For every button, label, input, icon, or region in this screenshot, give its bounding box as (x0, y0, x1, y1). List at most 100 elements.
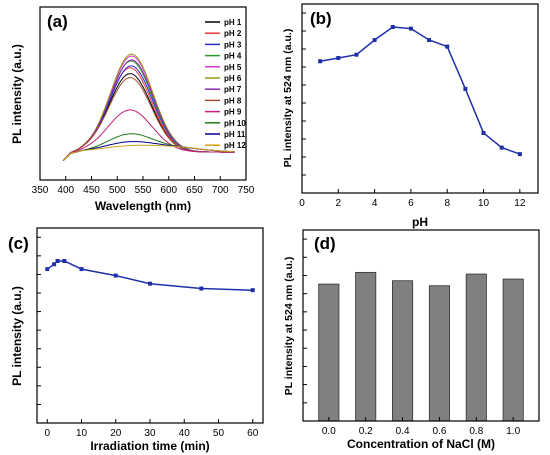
panel-c-x-tick-label: 40 (179, 428, 191, 439)
legend-label-5: pH 5 (224, 63, 242, 72)
legend-label-4: pH 4 (224, 52, 242, 61)
panel-b-xlabel: pH (412, 215, 428, 229)
panel-c-point (52, 262, 57, 267)
panel-c-x-tick-label: 30 (144, 428, 156, 439)
panel-c-point (45, 267, 50, 272)
panel-d-x-tick-label: 0.4 (396, 426, 410, 437)
panel-b-point (445, 44, 450, 49)
panel-d-x-tick-label: 0.8 (469, 426, 483, 437)
panel-c-x-tick-label: 10 (76, 428, 88, 439)
panel-b-point (318, 59, 323, 64)
nacl-bar-6 (502, 278, 524, 422)
nacl-bar-1 (318, 283, 340, 422)
panel-c-ticks: 0 10 20 30 40 50 60 (37, 236, 259, 439)
panel-b-point (463, 86, 468, 91)
panel-a-x-ticks: 350 400 450 500 550 600 650 700 750 (32, 176, 255, 196)
panel-c-x-tick-label: 60 (247, 428, 259, 439)
panel-b-x-tick-label: 12 (514, 198, 526, 209)
panel-c-point (113, 273, 118, 278)
panel-d: 0.0 0.2 0.4 0.6 0.8 1.0 (d) Concentration of … (283, 229, 540, 451)
panel-d-frame (302, 229, 540, 422)
panel-a-x-tick-label: 500 (109, 185, 126, 196)
spectrum-line-3 (62, 65, 235, 161)
panel-c-x-tick-label: 0 (44, 428, 50, 439)
panel-c-point (148, 281, 152, 286)
panel-a-x-tick-label: 350 (32, 185, 49, 196)
panel-c-point (250, 288, 255, 293)
panel-b-point (499, 145, 504, 150)
panel-b-point (408, 26, 413, 31)
panel-a-ylabel: PL intensity (a.u.) (10, 44, 24, 144)
panel-b-ticks: 0 2 4 6 8 10 12 (299, 12, 526, 209)
panel-d-ylabel: PL intensity at 524 nm (a.u.) (283, 257, 295, 396)
panel-a-x-tick-label: 600 (160, 185, 177, 196)
panel-c-point (62, 259, 67, 263)
legend-label-1: pH 1 (224, 18, 242, 27)
panel-b-marks (318, 25, 522, 157)
panel-d-x-tick-label: 1.0 (506, 426, 520, 437)
panel-c-tag: (c) (8, 234, 29, 253)
panel-b-point (336, 55, 341, 60)
panel-a-x-tick-label: 550 (135, 185, 152, 196)
panel-b-point (354, 52, 359, 57)
panel-b-tag: (b) (310, 9, 332, 28)
panel-c-x-tick-label: 20 (110, 428, 122, 439)
panel-c-ylabel: PL intensity (a.u.) (10, 286, 24, 386)
panel-b-point (481, 130, 486, 135)
panel-b-x-tick-label: 4 (372, 198, 378, 209)
panel-c-point (199, 286, 204, 291)
panel-a-tag: (a) (47, 12, 68, 31)
panel-c: 0 10 20 30 40 50 60 (c) Irradiation time (min)… (8, 227, 264, 453)
panel-a-x-tick-label: 750 (238, 185, 255, 196)
panel-d-x-tick-label: 0.6 (432, 426, 446, 437)
panel-a-xlabel: Wavelength (nm) (95, 199, 191, 213)
panel-c-xlabel: Irradiation time (min) (90, 439, 209, 453)
panel-c-point (55, 259, 60, 263)
nacl-bar-3 (392, 280, 414, 422)
spectrum-line-8 (62, 77, 235, 161)
panel-a-x-tick-label: 400 (57, 185, 74, 196)
panel-c-marks (45, 259, 255, 293)
legend-label-10: pH 10 (224, 119, 246, 128)
panel-d-x-tick-label: 0.2 (359, 426, 373, 437)
panel-b-point (427, 38, 432, 43)
legend-label-11: pH 11 (224, 130, 246, 139)
panel-c-frame (36, 227, 264, 424)
panel-a-curves (62, 53, 235, 162)
spectrum-line-10 (62, 133, 235, 162)
spectrum-line-9 (62, 109, 235, 161)
panel-a-x-tick-label: 700 (212, 185, 229, 196)
panel-b-x-tick-label: 2 (336, 198, 342, 209)
legend-label-3: pH 3 (224, 40, 242, 49)
legend-label-7: pH 7 (224, 85, 242, 94)
panel-d-marks (318, 271, 524, 422)
panel-b-x-tick-label: 6 (408, 198, 414, 209)
panel-b-point (517, 152, 522, 157)
panel-d-xlabel: Concentration of NaCl (M) (347, 437, 495, 451)
panel-d-x-tick-label: 0.0 (322, 426, 336, 437)
legend-label-8: pH 8 (224, 96, 242, 105)
legend-label-6: pH 6 (224, 74, 242, 83)
legend-label-2: pH 2 (224, 29, 242, 38)
nacl-bar-5 (465, 273, 487, 422)
panel-b-point (372, 38, 377, 43)
spectrum-line-12 (62, 144, 235, 161)
panel-b-ylabel: PL intensity at 524 nm (a.u.) (282, 29, 294, 168)
panel-a-x-tick-label: 650 (186, 185, 203, 196)
panel-b-x-tick-label: 10 (478, 198, 490, 209)
panel-b-line (320, 26, 521, 155)
legend-label-9: pH 9 (224, 108, 242, 117)
nacl-bar-4 (428, 285, 450, 422)
panel-b-point (390, 25, 395, 29)
legend-label-12: pH 12 (224, 141, 246, 150)
panel-c-point (79, 267, 84, 272)
panel-b-x-tick-label: 8 (444, 198, 450, 209)
panel-c-line (46, 260, 253, 291)
panel-b: 0 2 4 6 8 10 12 (b) pH PL intensity at 524 nm … (282, 3, 539, 229)
panel-d-ticks: 0.0 0.2 0.4 0.6 0.8 1.0 (303, 238, 521, 437)
panel-b-frame (301, 3, 539, 194)
nacl-bar-2 (355, 271, 377, 422)
panel-b-x-tick-label: 0 (299, 198, 305, 209)
panel-c-x-tick-label: 50 (213, 428, 225, 439)
